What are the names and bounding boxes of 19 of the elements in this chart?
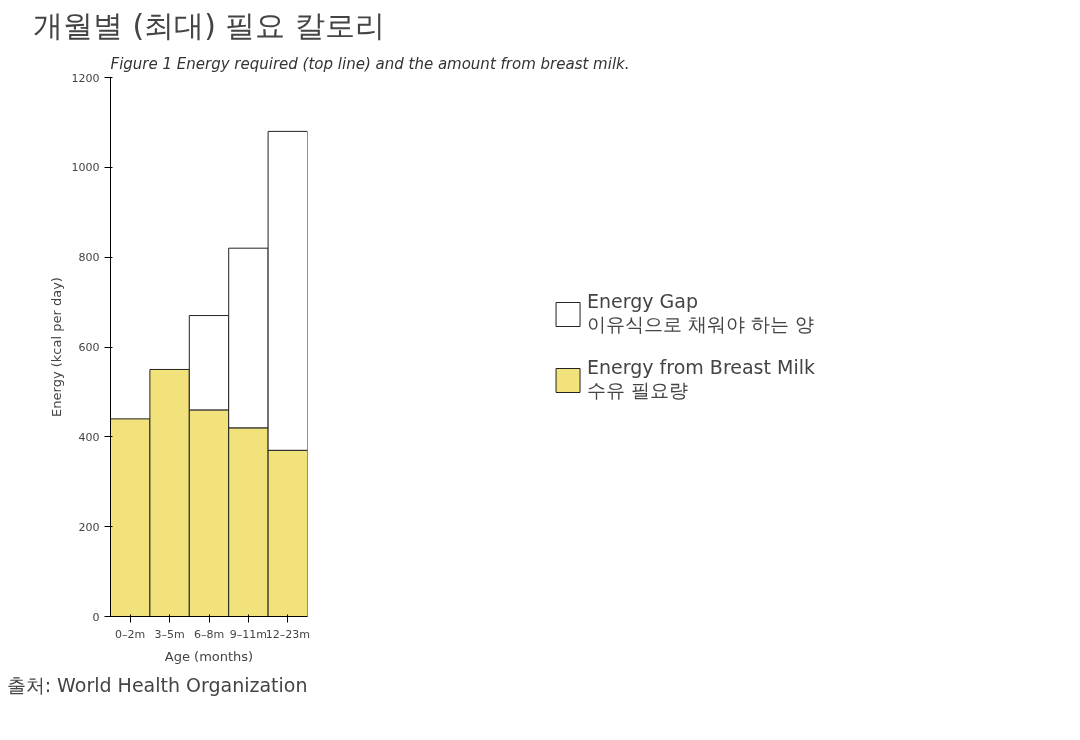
y-tick-label: 600 — [78, 341, 100, 354]
legend-label: Energy from Breast Milk 수유 필요량 — [587, 355, 815, 403]
chart-title: 개월별 (최대) 필요 칼로리 — [32, 7, 386, 43]
y-tick-label: 200 — [78, 520, 100, 534]
text: Figure 1 Energy required (top line) and the amount from breast milk. — [110, 54, 630, 73]
y-tick-label: 800 — [78, 251, 100, 265]
source-note: 출처: World Health Organization — [6, 673, 308, 696]
x-axis-title: Age (months) — [164, 648, 254, 664]
y-tick-label: 0 — [92, 610, 100, 624]
x-tick-label: 12–23m — [265, 627, 310, 641]
x-tick-label: 6–8m — [193, 627, 225, 641]
y-axis-title: Energy (kcal per day) — [48, 277, 64, 417]
y-tick-label: 1000 — [71, 161, 100, 175]
x-tick-label: 9–11m — [229, 627, 268, 641]
y-tick-label: 1200 — [71, 71, 100, 85]
y-tick-label: 400 — [78, 430, 100, 444]
legend-label: Energy Gap 이유식으로 채워야 하는 양 — [587, 289, 815, 337]
x-tick-label: 0–2m — [115, 627, 146, 641]
x-tick-label: 3–5m — [154, 627, 185, 641]
